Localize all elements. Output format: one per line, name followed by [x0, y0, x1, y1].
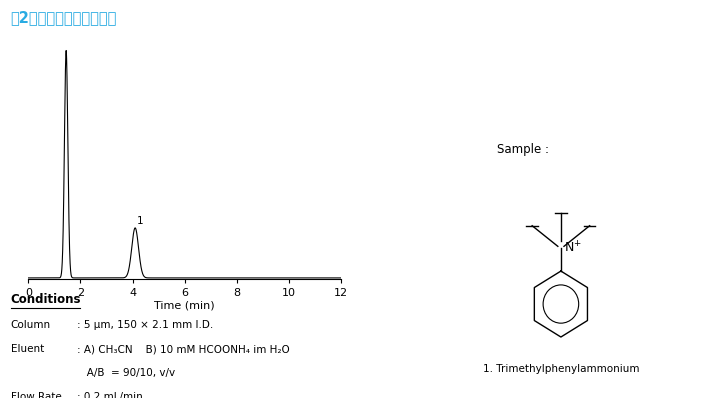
Text: Sample :: Sample :	[497, 143, 549, 156]
Text: : A) CH₃CN    B) 10 mM HCOONH₄ im H₂O: : A) CH₃CN B) 10 mM HCOONH₄ im H₂O	[77, 344, 290, 354]
Text: $\mathregular{N^{+}}$: $\mathregular{N^{+}}$	[564, 241, 581, 256]
Text: Conditions: Conditions	[11, 293, 81, 306]
Text: 1: 1	[137, 216, 144, 226]
Text: 1. Trimethylphenylammonium: 1. Trimethylphenylammonium	[483, 364, 639, 374]
Text: A/B  = 90/10, v/v: A/B = 90/10, v/v	[77, 368, 175, 378]
Text: 図2　塩基性化合物の分析: 図2 塩基性化合物の分析	[11, 10, 117, 25]
Text: Column: Column	[11, 320, 51, 330]
X-axis label: Time (min): Time (min)	[154, 300, 215, 310]
Text: : 5 μm, 150 × 2.1 mm I.D.: : 5 μm, 150 × 2.1 mm I.D.	[77, 320, 213, 330]
Text: : 0.2 mL/min: : 0.2 mL/min	[77, 392, 143, 398]
Text: Flow Rate: Flow Rate	[11, 392, 61, 398]
Text: Eluent: Eluent	[11, 344, 44, 354]
